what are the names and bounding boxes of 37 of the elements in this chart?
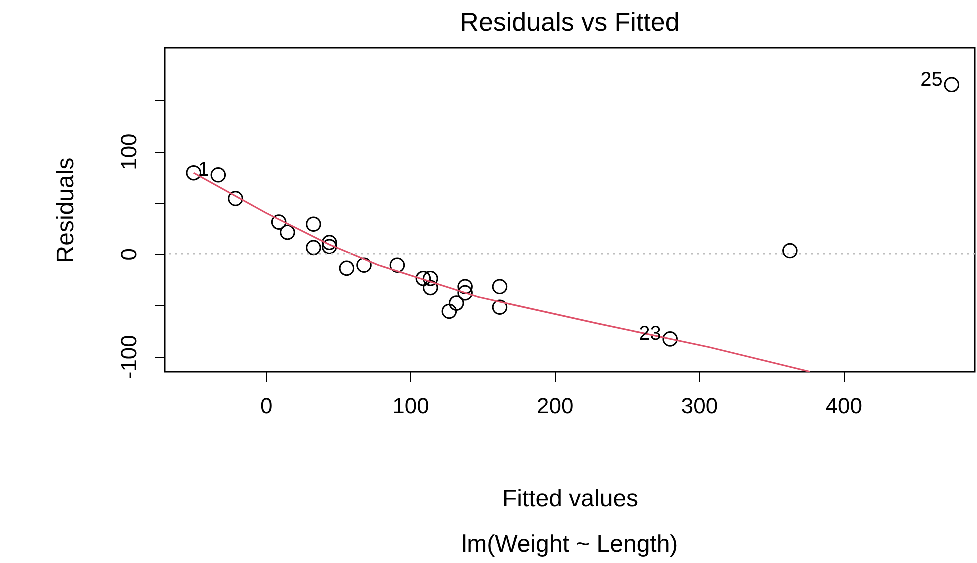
point (322, 239, 338, 255)
y-tick-label: 100 (116, 134, 142, 170)
point (944, 77, 960, 93)
point (449, 296, 464, 311)
y-tick-label: -100 (116, 335, 142, 380)
point (782, 243, 798, 259)
x-tick-label: 400 (826, 394, 862, 418)
point (280, 224, 296, 240)
x-tick-label: 200 (536, 394, 574, 418)
point (458, 285, 473, 301)
point (492, 279, 508, 295)
y-axis-title: Residuals (52, 158, 80, 264)
x-axis-title: Fitted values (502, 486, 639, 512)
point (423, 280, 438, 296)
point (271, 214, 287, 230)
point (228, 191, 244, 206)
point (210, 168, 226, 183)
point (423, 271, 438, 286)
point (306, 216, 322, 232)
point (458, 279, 473, 295)
point (339, 260, 355, 276)
point (662, 332, 678, 347)
point (442, 304, 458, 320)
point (356, 258, 372, 273)
y-tick-label: 0 (116, 248, 142, 261)
chart-title: Residuals vs Fitted (460, 7, 680, 37)
point (306, 240, 322, 256)
point (492, 300, 508, 316)
text: lm(Weight ~ Length) (462, 531, 678, 558)
x-tick-label: 100 (392, 394, 430, 418)
annotation: 25 (920, 68, 943, 91)
x-tick-label: 300 (681, 394, 718, 418)
point (390, 258, 406, 273)
annotation: 1 (198, 159, 210, 182)
x-tick-label: 0 (260, 394, 273, 418)
point (416, 271, 432, 286)
point (322, 235, 338, 250)
